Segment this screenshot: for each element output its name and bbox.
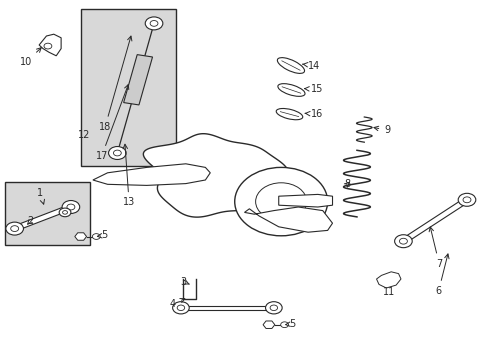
Circle shape xyxy=(67,204,75,210)
Circle shape xyxy=(113,150,121,156)
Text: 16: 16 xyxy=(305,109,323,119)
Text: 13: 13 xyxy=(122,144,135,207)
Text: 7: 7 xyxy=(428,227,441,269)
Circle shape xyxy=(145,17,163,30)
Polygon shape xyxy=(13,205,72,231)
Bar xyxy=(5,182,90,245)
Circle shape xyxy=(59,208,71,217)
Text: 10: 10 xyxy=(20,48,41,67)
Polygon shape xyxy=(143,134,288,217)
Circle shape xyxy=(399,238,407,244)
Text: 2: 2 xyxy=(27,216,33,226)
Polygon shape xyxy=(181,306,273,310)
Ellipse shape xyxy=(276,108,302,120)
Circle shape xyxy=(457,193,475,206)
Text: 4: 4 xyxy=(170,298,184,309)
Text: 5: 5 xyxy=(285,319,295,329)
Text: 14: 14 xyxy=(302,60,320,71)
Circle shape xyxy=(280,322,288,328)
Circle shape xyxy=(394,235,411,248)
Circle shape xyxy=(11,226,19,231)
Text: 9: 9 xyxy=(373,125,389,135)
Circle shape xyxy=(92,234,100,239)
Text: 15: 15 xyxy=(304,84,323,94)
Circle shape xyxy=(62,211,67,214)
Circle shape xyxy=(6,222,23,235)
Bar xyxy=(81,9,176,166)
Polygon shape xyxy=(263,321,274,328)
Polygon shape xyxy=(75,233,86,240)
Polygon shape xyxy=(39,34,61,56)
Circle shape xyxy=(108,147,126,159)
Text: 3: 3 xyxy=(180,276,189,287)
Polygon shape xyxy=(93,164,210,185)
Ellipse shape xyxy=(277,84,305,96)
Circle shape xyxy=(150,21,158,26)
Circle shape xyxy=(177,305,184,311)
Text: 18: 18 xyxy=(99,36,132,132)
Text: 12: 12 xyxy=(78,130,91,140)
Text: 6: 6 xyxy=(435,254,448,296)
Text: 5: 5 xyxy=(97,230,107,240)
Circle shape xyxy=(462,197,470,203)
Text: 1: 1 xyxy=(37,188,44,204)
Circle shape xyxy=(62,201,80,213)
Polygon shape xyxy=(278,194,332,207)
Circle shape xyxy=(269,305,277,311)
Text: 17: 17 xyxy=(95,85,128,161)
Circle shape xyxy=(255,183,306,220)
Polygon shape xyxy=(400,198,468,243)
Circle shape xyxy=(234,167,327,236)
Text: 11: 11 xyxy=(382,287,394,297)
Polygon shape xyxy=(123,55,152,105)
Circle shape xyxy=(172,302,189,314)
Ellipse shape xyxy=(277,58,304,73)
Circle shape xyxy=(265,302,282,314)
Circle shape xyxy=(44,43,52,49)
Polygon shape xyxy=(376,272,400,288)
Text: 8: 8 xyxy=(344,179,349,189)
Polygon shape xyxy=(244,207,332,232)
